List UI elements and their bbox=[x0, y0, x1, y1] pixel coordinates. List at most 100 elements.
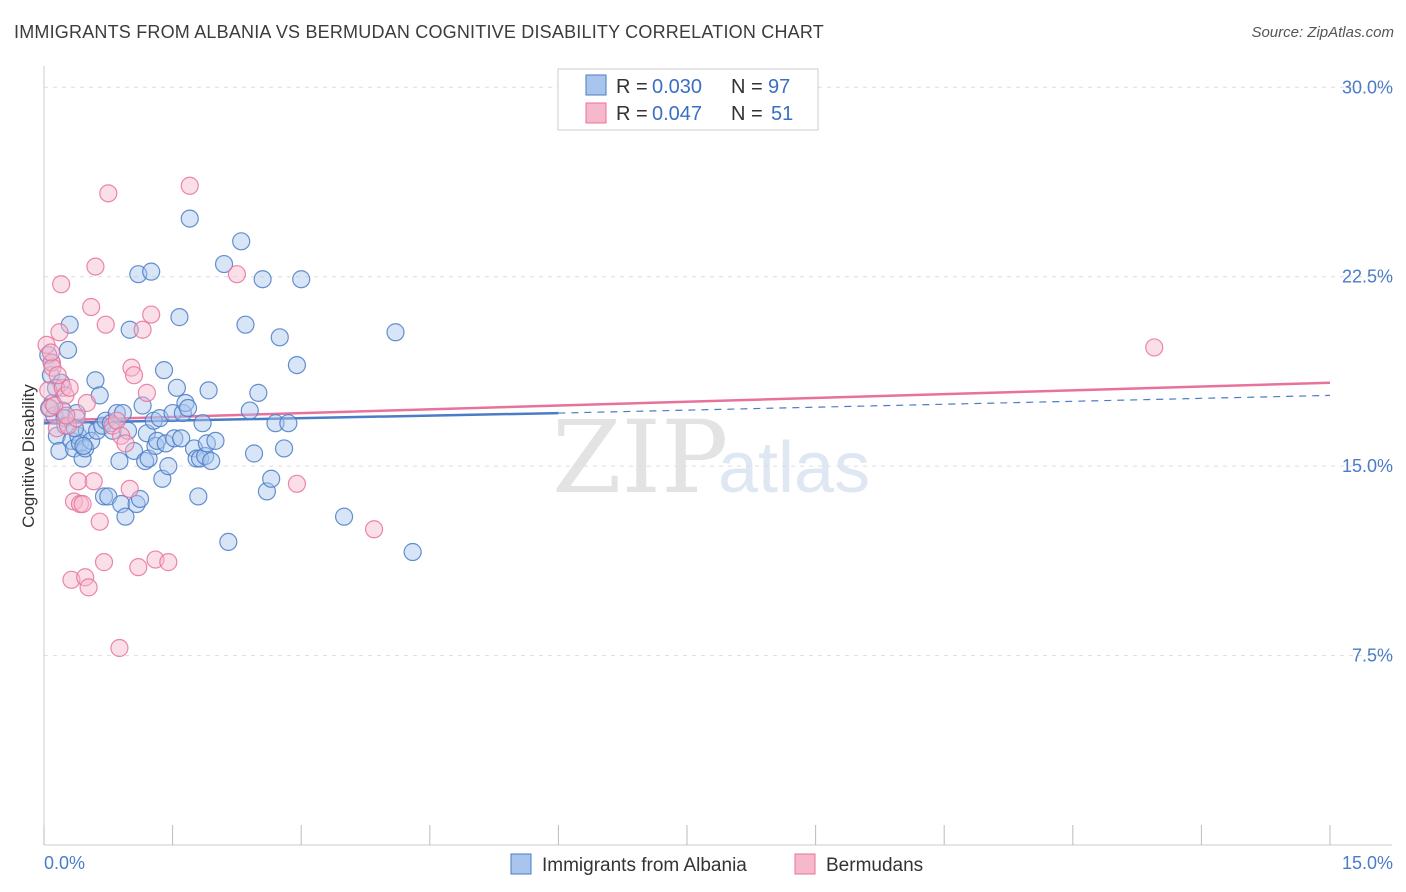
legend-swatch-bermudans bbox=[585, 102, 607, 124]
correlation-legend: R = 0.030 N = 97 R = 0.047 N = 51 bbox=[557, 68, 819, 131]
albania-point-77 bbox=[244, 444, 264, 463]
legend-n-label-albania: N = bbox=[731, 76, 763, 98]
bermudans-point-6 bbox=[47, 419, 66, 438]
albania-point-61 bbox=[180, 209, 199, 228]
bermudans-point-45 bbox=[287, 474, 307, 493]
albania-point-55 bbox=[167, 378, 186, 397]
bermudans-point-36 bbox=[124, 366, 144, 385]
albania-point-75 bbox=[236, 315, 255, 334]
watermark-atlas: atlas bbox=[718, 428, 870, 508]
albania-point-69 bbox=[199, 381, 218, 400]
bermudans-point-40 bbox=[142, 305, 161, 324]
albania-point-20 bbox=[86, 371, 105, 390]
bermudans-point-27 bbox=[96, 315, 115, 334]
bermudans-point-44 bbox=[227, 265, 246, 284]
albania-point-37 bbox=[127, 494, 146, 514]
albania-point-64 bbox=[189, 487, 208, 506]
bermudans-point-34 bbox=[120, 479, 139, 498]
bermudans-point-16 bbox=[69, 472, 88, 491]
albania-point-5 bbox=[50, 441, 69, 461]
watermark-zip: ZIP bbox=[552, 399, 728, 516]
x-tick-label-1: 15.0% bbox=[1342, 853, 1393, 873]
bermudans-point-31 bbox=[110, 638, 129, 658]
albania-point-56 bbox=[170, 308, 189, 327]
albania-point-84 bbox=[274, 439, 294, 458]
albania-point-72 bbox=[214, 254, 234, 274]
legend-swatch-albania bbox=[585, 74, 607, 96]
albania-point-24 bbox=[94, 487, 114, 506]
bottom-legend-label-albania: Immigrants from Albania bbox=[542, 855, 747, 876]
albania-point-76 bbox=[240, 401, 259, 420]
albania-point-89 bbox=[386, 323, 405, 342]
y-tick-label-2: 22.5% bbox=[1342, 267, 1393, 287]
bermudans-point-23 bbox=[84, 472, 103, 491]
albania-point-35 bbox=[120, 320, 139, 339]
bermudans-point-25 bbox=[90, 512, 109, 531]
albania-point-9 bbox=[58, 340, 78, 360]
albania-point-81 bbox=[262, 469, 281, 488]
legend-r-label-bermudans: R = bbox=[616, 103, 648, 125]
albania-point-83 bbox=[270, 328, 289, 347]
albania-point-74 bbox=[232, 232, 251, 251]
bermudans-point-39 bbox=[137, 383, 156, 402]
bermudans-point-33 bbox=[116, 434, 135, 453]
bermudans-point-13 bbox=[62, 570, 81, 589]
axes bbox=[43, 66, 1392, 846]
albania-point-87 bbox=[292, 270, 311, 289]
bermudans-point-43 bbox=[180, 176, 199, 195]
trend-line-albania-extension bbox=[558, 394, 1331, 414]
albania-point-96 bbox=[74, 436, 93, 456]
bermudans-point-46 bbox=[364, 520, 384, 539]
albania-point-33 bbox=[116, 507, 135, 526]
bermudans-point-19 bbox=[76, 568, 95, 587]
y-tick-label-0: 7.5% bbox=[1352, 646, 1393, 666]
bermudans-point-28 bbox=[99, 184, 118, 203]
albania-point-10 bbox=[60, 315, 79, 334]
albania-point-59 bbox=[176, 393, 195, 413]
albania-point-50 bbox=[154, 361, 174, 380]
series-legend: Immigrants from Albania Bermudans bbox=[510, 853, 923, 876]
tick-labels: 7.5% 15.0% 22.5% 30.0% 0.0% 15.0% bbox=[44, 77, 1393, 873]
bermudans-point-24 bbox=[86, 257, 105, 276]
trend-lines bbox=[43, 381, 1331, 425]
albania-point-44 bbox=[142, 262, 161, 281]
albania-point-73 bbox=[219, 532, 238, 552]
bermudans-point-22 bbox=[82, 297, 101, 317]
source-label: Source: ZipAtlas.com bbox=[1251, 24, 1394, 41]
bermudans-point-50 bbox=[57, 406, 76, 425]
albania-point-66 bbox=[193, 414, 212, 433]
albania-point-54 bbox=[165, 429, 184, 448]
bermudans-point-38 bbox=[133, 320, 152, 339]
series-albania-points bbox=[39, 209, 422, 562]
bottom-legend-swatch-bermudans bbox=[794, 853, 816, 875]
bermudans-point-12 bbox=[60, 378, 79, 397]
bermudans-point-8 bbox=[52, 275, 71, 294]
bermudans-point-20 bbox=[77, 393, 96, 413]
bottom-legend-label-bermudans: Bermudans bbox=[826, 855, 923, 876]
legend-r-label-albania: R = bbox=[616, 76, 648, 98]
albania-point-60 bbox=[178, 398, 198, 418]
albania-point-90 bbox=[403, 542, 422, 562]
albania-point-78 bbox=[249, 383, 268, 402]
bermudans-point-37 bbox=[129, 558, 148, 577]
albania-point-82 bbox=[266, 414, 285, 433]
albania-point-57 bbox=[172, 429, 191, 448]
bermudans-point-7 bbox=[50, 323, 69, 342]
albania-point-30 bbox=[110, 451, 129, 471]
legend-r-value-bermudans: 0.047 bbox=[652, 103, 702, 125]
bermudans-point-30 bbox=[107, 411, 126, 430]
bermudans-point-18 bbox=[73, 494, 92, 514]
y-tick-label-1: 15.0% bbox=[1342, 456, 1393, 476]
albania-point-28 bbox=[103, 421, 122, 440]
bermudans-point-47 bbox=[1145, 338, 1164, 357]
trend-line-albania bbox=[43, 411, 559, 425]
bermudans-point-49 bbox=[48, 366, 67, 385]
bottom-legend-swatch-albania bbox=[510, 853, 532, 875]
albania-point-70 bbox=[202, 451, 221, 471]
bermudans-point-26 bbox=[94, 553, 114, 572]
series-bermudans-points bbox=[37, 176, 1164, 658]
chart-title: IMMIGRANTS FROM ALBANIA VS BERMUDAN COGN… bbox=[14, 22, 824, 42]
legend-n-value-bermudans: 51 bbox=[771, 103, 793, 125]
bermudans-point-48 bbox=[41, 343, 60, 362]
